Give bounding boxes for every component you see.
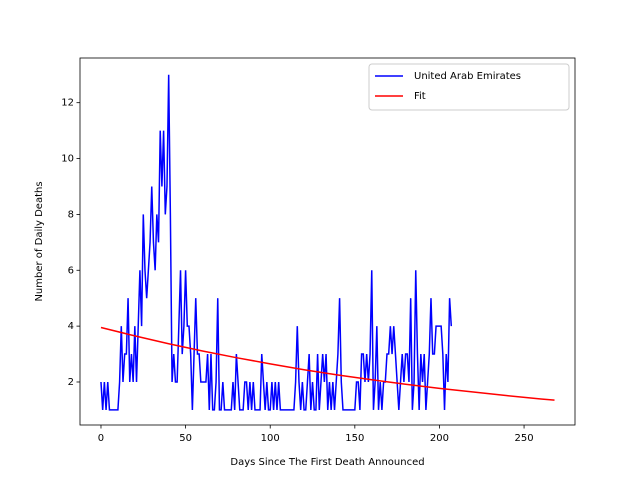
x-tick-label: 200 [430,433,449,444]
y-tick-label: 10 [61,154,74,165]
x-tick-label: 250 [515,433,534,444]
x-tick-label: 50 [179,433,192,444]
legend-label: United Arab Emirates [414,71,521,82]
x-axis-label: Days Since The First Death Announced [230,457,424,468]
y-tick-label: 8 [68,209,74,220]
legend-box [368,63,570,111]
y-tick-label: 2 [68,377,74,388]
legend-label: Fit [414,91,426,102]
x-tick-label: 100 [261,433,280,444]
series-line [100,326,555,401]
y-tick-label: 12 [61,98,74,109]
plot-frame [79,57,576,426]
y-axis-label: Number of Daily Deaths [34,181,45,301]
series-line [100,74,453,411]
x-tick-label: 150 [345,433,364,444]
x-tick-label: 0 [98,433,104,444]
y-tick-label: 6 [68,265,74,276]
y-tick-label: 4 [68,321,74,332]
